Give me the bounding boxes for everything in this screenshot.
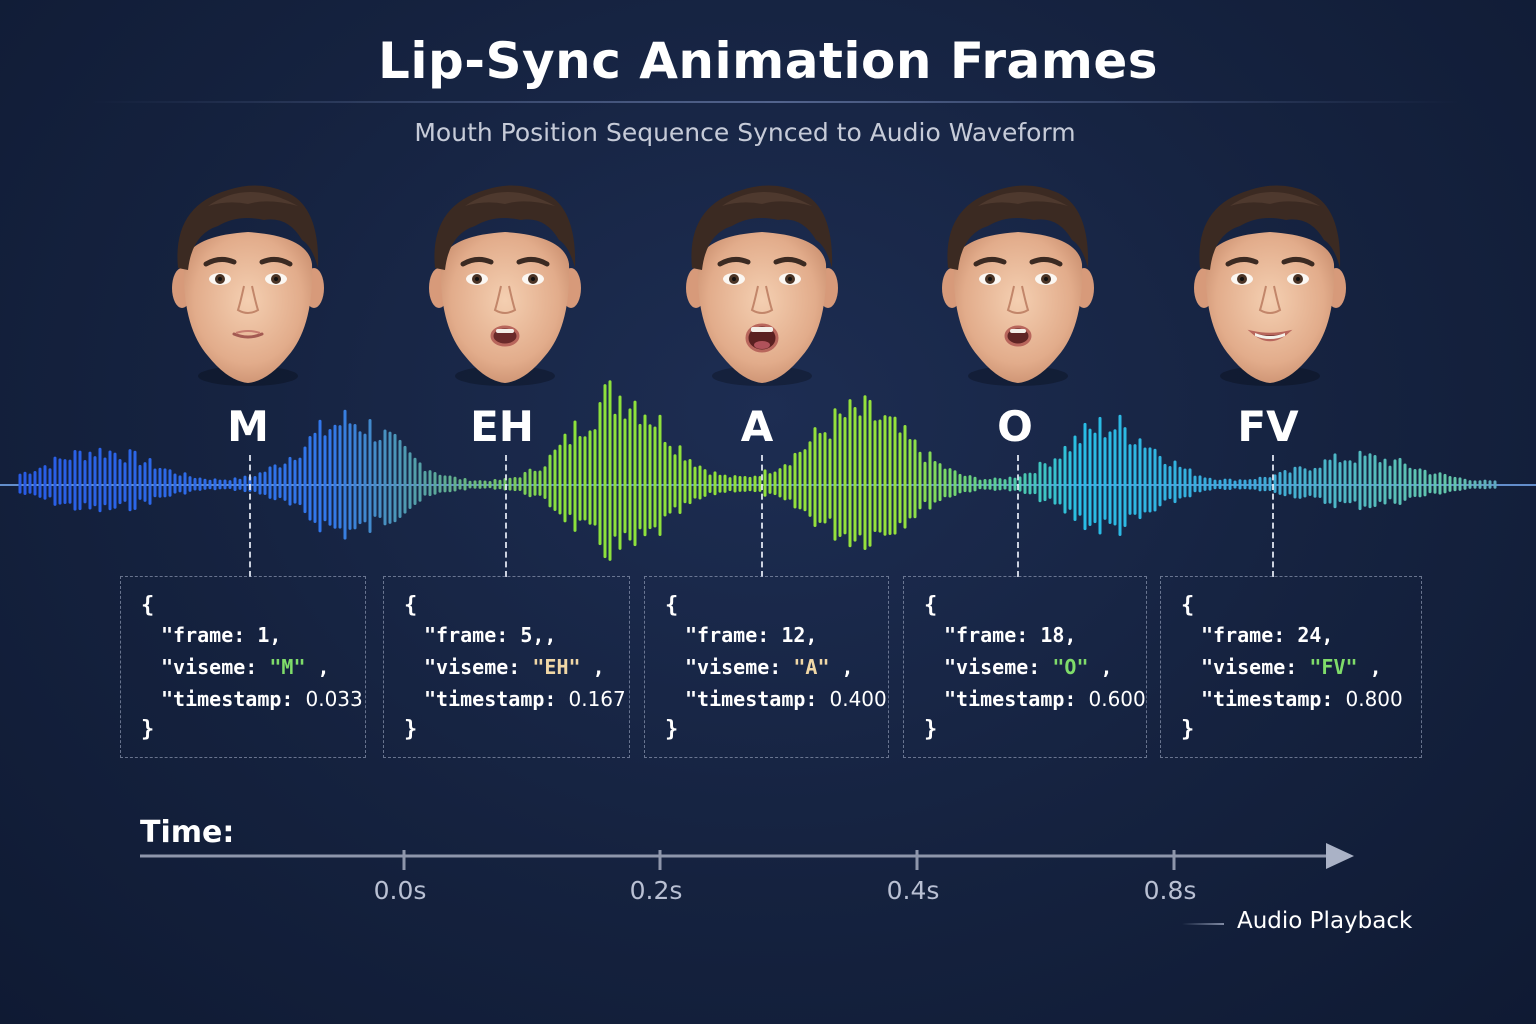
timestamp-key: "timestamp:	[424, 687, 557, 711]
viseme-label-fv: FV	[1237, 402, 1299, 451]
timestamp-line: "timestamp: 0.167	[424, 687, 626, 711]
time-axis-label: Time:	[140, 815, 235, 850]
viseme-value: "M"	[269, 655, 306, 679]
viseme-label-m: M	[227, 402, 269, 451]
face-frame-a	[682, 176, 842, 391]
viseme-key: "viseme:	[161, 655, 258, 679]
time-tick-label: 0.0s	[373, 876, 427, 905]
brace-close: }	[141, 717, 155, 742]
face-frame-eh	[425, 176, 585, 391]
time-axis-arrow-icon	[1326, 843, 1354, 869]
frame-marker-fv	[1272, 455, 1274, 577]
brace-open: {	[924, 593, 938, 618]
face-frame-o	[938, 176, 1098, 391]
frame-card-o: { "frame: 18, "viseme: "O" , "timestamp:…	[903, 576, 1147, 758]
viseme-suffix: ,	[841, 655, 854, 679]
brace-open: {	[665, 593, 679, 618]
viseme-line: "viseme: "A" ,	[685, 655, 854, 679]
page-title: Lip-Sync Animation Frames	[377, 32, 1159, 90]
title-divider	[90, 101, 1460, 103]
viseme-label-o: O	[997, 402, 1033, 451]
timestamp-key: "timestamp:	[161, 687, 294, 711]
face-frame-m	[168, 176, 328, 391]
viseme-value: "O"	[1052, 655, 1089, 679]
viseme-key: "viseme:	[424, 655, 521, 679]
audio-waveform	[0, 380, 1536, 561]
viseme-suffix: ,	[1369, 655, 1382, 679]
timestamp-line: "timestamp: 0.400	[685, 687, 887, 711]
frame-value: 18,	[1040, 623, 1077, 647]
frame-card-m: { "frame: 1, "viseme: "M" , "timestamp: …	[120, 576, 366, 758]
timestamp-value: 0.800	[1345, 687, 1403, 711]
viseme-label-eh: EH	[470, 402, 534, 451]
viseme-value: "EH"	[532, 655, 581, 679]
frame-marker-a	[761, 455, 763, 577]
timestamp-key: "timestamp:	[944, 687, 1077, 711]
viseme-value: "A"	[793, 655, 830, 679]
frame-value: 12,	[781, 623, 818, 647]
viseme-key: "viseme:	[944, 655, 1041, 679]
brace-open: {	[141, 593, 155, 618]
frame-key: "frame:	[424, 623, 509, 647]
timestamp-line: "timestamp: 0.600	[944, 687, 1146, 711]
time-tick-label: 0.2s	[629, 876, 683, 905]
frame-card-eh: { "frame: 5,, "viseme: "EH" , "timestamp…	[383, 576, 630, 758]
brace-close: }	[404, 717, 418, 742]
viseme-suffix: ,	[1100, 655, 1113, 679]
viseme-value: "FV"	[1309, 655, 1358, 679]
frame-marker-eh	[505, 455, 507, 577]
brace-close: }	[665, 717, 679, 742]
brace-close: }	[1181, 717, 1195, 742]
viseme-label-a: A	[740, 402, 774, 451]
timestamp-key: "timestamp:	[685, 687, 818, 711]
brace-open: {	[404, 593, 418, 618]
viseme-suffix: ,	[592, 655, 605, 679]
timestamp-key: "timestamp:	[1201, 687, 1334, 711]
frame-marker-o	[1017, 455, 1019, 577]
frame-value: 5,,	[520, 623, 557, 647]
frame-line: "frame: 18,	[944, 623, 1076, 647]
time-tick-label: 0.8s	[1143, 876, 1197, 905]
timestamp-value: 0.167	[568, 687, 626, 711]
frame-key: "frame:	[161, 623, 246, 647]
audio-playback-label: Audio Playback	[1237, 908, 1413, 934]
frame-card-fv: { "frame: 24, "viseme: "FV" , "timestamp…	[1160, 576, 1422, 758]
viseme-line: "viseme: "FV" ,	[1201, 655, 1382, 679]
viseme-line: "viseme: "EH" ,	[424, 655, 605, 679]
timestamp-value: 0.033	[305, 687, 363, 711]
frame-value: 24,	[1297, 623, 1334, 647]
timestamp-line: "timestamp: 0.033	[161, 687, 363, 711]
viseme-key: "viseme:	[1201, 655, 1298, 679]
timestamp-value: 0.600	[1088, 687, 1146, 711]
frame-line: "frame: 24,	[1201, 623, 1333, 647]
frame-key: "frame:	[944, 623, 1029, 647]
time-axis	[140, 843, 1354, 870]
playback-indicator-line	[1182, 923, 1224, 925]
frame-line: "frame: 5,,	[424, 623, 556, 647]
timestamp-value: 0.400	[829, 687, 887, 711]
frame-line: "frame: 12,	[685, 623, 817, 647]
frame-key: "frame:	[685, 623, 770, 647]
viseme-line: "viseme: "M" ,	[161, 655, 330, 679]
timestamp-line: "timestamp: 0.800	[1201, 687, 1403, 711]
brace-open: {	[1181, 593, 1195, 618]
viseme-line: "viseme: "O" ,	[944, 655, 1113, 679]
brace-close: }	[924, 717, 938, 742]
frame-key: "frame:	[1201, 623, 1286, 647]
frame-marker-m	[249, 455, 251, 577]
frame-value: 1,	[257, 623, 282, 647]
face-frame-fv	[1190, 176, 1350, 391]
frame-card-a: { "frame: 12, "viseme: "A" , "timestamp:…	[644, 576, 889, 758]
viseme-suffix: ,	[317, 655, 330, 679]
viseme-key: "viseme:	[685, 655, 782, 679]
time-tick-label: 0.4s	[886, 876, 940, 905]
page-subtitle: Mouth Position Sequence Synced to Audio …	[414, 118, 1076, 147]
frame-line: "frame: 1,	[161, 623, 281, 647]
